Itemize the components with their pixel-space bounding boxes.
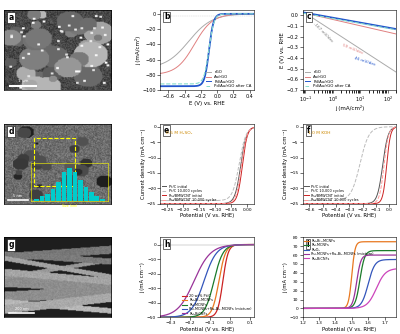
Text: 1 μm: 1 μm [18,79,28,83]
Text: 1.0 M KOH: 1.0 M KOH [308,131,331,135]
X-axis label: Potential (V vs. RHE): Potential (V vs. RHE) [180,327,234,332]
Text: -167 mV/dec: -167 mV/dec [312,22,333,43]
Y-axis label: j (mA cm⁻²): j (mA cm⁻²) [283,262,288,293]
Text: 0.5 M H₂SO₄: 0.5 M H₂SO₄ [166,131,192,135]
Legend: Pt/C initial, Pt/C 10,000 cycles, Ru/BMWCNT initial, Ru/BMWCNT 10,000 cycles: Pt/C initial, Pt/C 10,000 cycles, Ru/BMW… [304,185,359,202]
Legend: Pt/C initial, Pt/C 10,000 cycles, Ru/BMWCNT initial, Ru/BMWCNT 10,000 cycles: Pt/C initial, Pt/C 10,000 cycles, Ru/BMW… [162,185,217,202]
Text: 59 mV/dec: 59 mV/dec [342,43,364,55]
X-axis label: E (V) vs. RHE: E (V) vs. RHE [189,101,225,106]
Text: h: h [164,240,170,249]
Y-axis label: j (mA/cm²): j (mA/cm²) [135,35,141,65]
Y-axis label: Current density (mA cm⁻²): Current density (mA cm⁻²) [283,128,288,199]
Y-axis label: Current density (mA cm⁻²): Current density (mA cm⁻²) [140,128,146,199]
X-axis label: Potential (V vs. RHE): Potential (V vs. RHE) [322,327,376,332]
Y-axis label: E (V) vs. RHE: E (V) vs. RHE [280,32,285,68]
X-axis label: Potential (V vs. RHE): Potential (V vs. RHE) [322,213,376,218]
Text: 200 nm: 200 nm [15,307,28,311]
Bar [34,138,75,186]
Legend: 20 wt% Pt/C, Ru₂Bi₁-MCNFs, Ru-MCNFs, Ru-MCNFs+Ru₂Bi₁-MCNFs (mixture), Ru₂BiCNFs: 20 wt% Pt/C, Ru₂Bi₁-MCNFs, Ru-MCNFs, Ru-… [182,294,252,316]
Text: g: g [8,240,14,249]
Text: 46 mV/dec: 46 mV/dec [354,56,376,67]
Text: f: f [306,126,310,135]
Text: b: b [164,12,170,21]
Legend: Ru₂Bi₁-MCNFs, Ru-MCNFs, RuO₂, Ru-MCNFs+Ru₂Bi₁-MCNFs (mixture), Ru₂BiCNFs: Ru₂Bi₁-MCNFs, Ru-MCNFs, RuO₂, Ru-MCNFs+R… [304,239,374,261]
Legend: rGO, Au/rGO, Pd/Au/rGO, Pd/Au/rGO after CA: rGO, Au/rGO, Pd/Au/rGO, Pd/Au/rGO after … [206,70,252,88]
Legend: rGO, Au/rGO, Pd/Au/rGO, Pd/Au/rGO after CA: rGO, Au/rGO, Pd/Au/rGO, Pd/Au/rGO after … [305,70,350,88]
Text: i: i [306,240,309,249]
Text: a: a [8,13,14,22]
Text: e: e [164,126,169,135]
Y-axis label: j (mA cm⁻²): j (mA cm⁻²) [140,262,146,293]
X-axis label: Potential (V vs. RHE): Potential (V vs. RHE) [180,213,234,218]
Text: d: d [8,127,14,136]
Text: c: c [306,12,311,21]
Text: 5 nm: 5 nm [13,194,22,198]
X-axis label: j (mA/cm²): j (mA/cm²) [335,105,364,111]
